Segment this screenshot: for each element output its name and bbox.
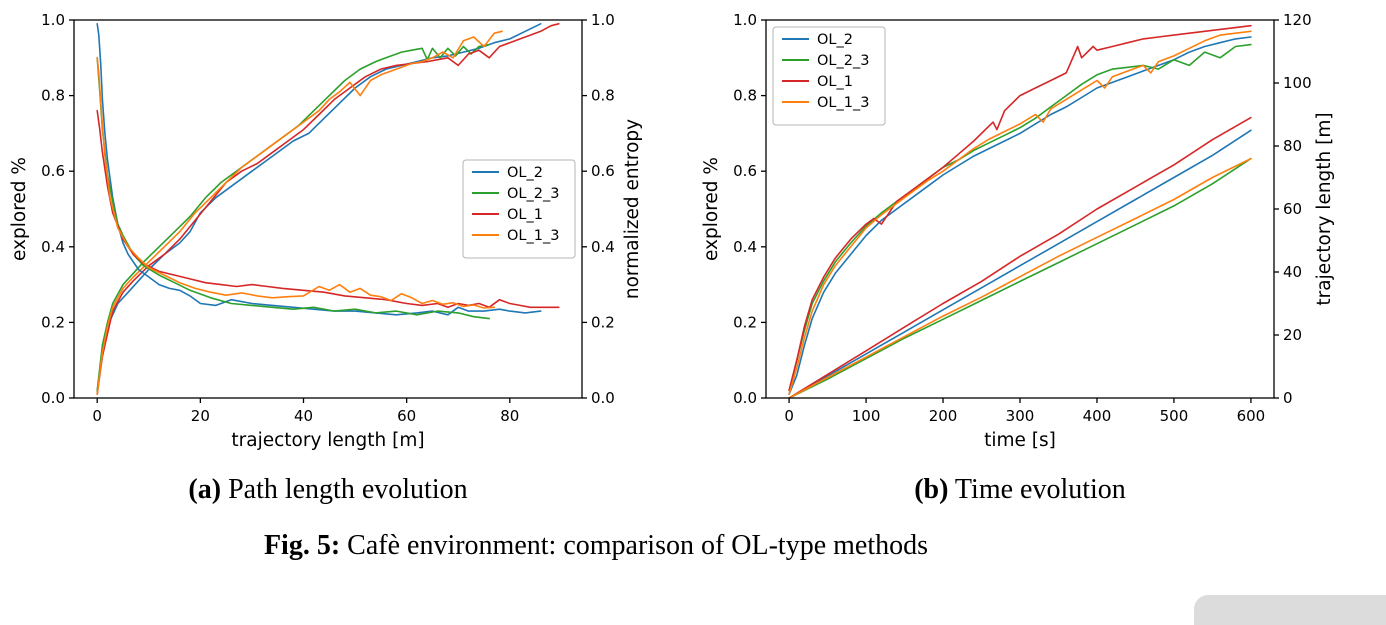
svg-text:60: 60 [397, 407, 416, 425]
svg-text:400: 400 [1083, 407, 1112, 425]
svg-text:OL_2_3: OL_2_3 [817, 53, 869, 69]
svg-text:200: 200 [929, 407, 958, 425]
svg-text:80: 80 [1283, 137, 1302, 155]
svg-text:0.0: 0.0 [41, 389, 65, 407]
svg-text:explored %: explored % [701, 157, 722, 261]
svg-text:0.4: 0.4 [733, 238, 757, 256]
svg-text:100: 100 [852, 407, 881, 425]
svg-text:trajectory length [m]: trajectory length [m] [1314, 112, 1335, 305]
svg-text:20: 20 [191, 407, 210, 425]
caption-b-label: (b) [914, 474, 949, 505]
svg-text:0.2: 0.2 [733, 313, 757, 331]
svg-text:OL_2_3: OL_2_3 [507, 186, 559, 202]
caption-a-text: Path length evolution [228, 474, 468, 505]
svg-text:1.0: 1.0 [733, 11, 757, 29]
chart-a-canvas: 0 20 40 60 80 0.0 0.2 0.4 0.6 0.8 1.0 0.0 0.2 0.4 0.6 0… [9, 11, 643, 451]
figure-caption-label: Fig. 5: [263, 530, 341, 561]
svg-text:time [s]: time [s] [984, 430, 1056, 451]
figure-caption-text: Cafè environment: comparison of OL-type … [347, 530, 929, 561]
svg-text:0.6: 0.6 [733, 162, 757, 180]
caption-b: (b) Time evolution [700, 474, 1340, 506]
chart-time-evolution: 0 100 200 300 400 500 600 0.0 0.2 0.4 0.6 0.8 1.0 0 20… [700, 6, 1340, 462]
charts-row: 0 20 40 60 80 0.0 0.2 0.4 0.6 0.8 1.0 0.0 0.2 0.4 0.6 0… [8, 6, 1340, 462]
figure-caption: Fig. 5: Cafè environment: comparison of … [8, 530, 1184, 562]
svg-text:trajectory length [m]: trajectory length [m] [231, 430, 424, 451]
svg-text:1.0: 1.0 [591, 11, 615, 29]
svg-text:OL_2: OL_2 [507, 165, 543, 181]
svg-text:80: 80 [500, 407, 519, 425]
subcaptions-row: (a) Path length evolution (b) Time evolu… [0, 474, 1386, 506]
svg-text:300: 300 [1006, 407, 1035, 425]
svg-text:20: 20 [1283, 326, 1302, 344]
svg-text:0.4: 0.4 [591, 238, 615, 256]
svg-text:100: 100 [1283, 74, 1312, 92]
caption-a-label: (a) [188, 474, 222, 505]
svg-text:0: 0 [1283, 389, 1293, 407]
svg-text:OL_1_3: OL_1_3 [817, 95, 869, 111]
svg-text:40: 40 [294, 407, 313, 425]
svg-text:600: 600 [1237, 407, 1266, 425]
caption-a: (a) Path length evolution [8, 474, 648, 506]
svg-text:0.0: 0.0 [591, 389, 615, 407]
figure-page: 0 20 40 60 80 0.0 0.2 0.4 0.6 0.8 1.0 0.0 0.2 0.4 0.6 0… [0, 6, 1386, 625]
chart-b-canvas: 0 100 200 300 400 500 600 0.0 0.2 0.4 0.6 0.8 1.0 0 20… [701, 11, 1335, 451]
svg-text:0: 0 [784, 407, 794, 425]
svg-text:60: 60 [1283, 200, 1302, 218]
svg-text:0.0: 0.0 [733, 389, 757, 407]
svg-text:0.8: 0.8 [733, 87, 757, 105]
svg-text:500: 500 [1160, 407, 1189, 425]
svg-text:explored %: explored % [9, 157, 30, 261]
caption-b-text: Time evolution [954, 474, 1126, 505]
svg-text:OL_2: OL_2 [817, 32, 853, 48]
svg-text:0.4: 0.4 [41, 238, 65, 256]
svg-text:OL_1_3: OL_1_3 [507, 228, 559, 244]
svg-text:1.0: 1.0 [41, 11, 65, 29]
svg-text:0.2: 0.2 [41, 313, 65, 331]
svg-text:120: 120 [1283, 11, 1312, 29]
chart-path-length-evolution: 0 20 40 60 80 0.0 0.2 0.4 0.6 0.8 1.0 0.0 0.2 0.4 0.6 0… [8, 6, 648, 462]
svg-text:0.8: 0.8 [41, 87, 65, 105]
svg-text:0.6: 0.6 [41, 162, 65, 180]
svg-text:OL_1: OL_1 [817, 74, 853, 90]
svg-text:0.8: 0.8 [591, 87, 615, 105]
svg-text:0.2: 0.2 [591, 313, 615, 331]
page-corner-artifact [1194, 595, 1386, 625]
svg-text:normalized entropy: normalized entropy [622, 119, 643, 299]
svg-text:0: 0 [92, 407, 102, 425]
svg-text:0.6: 0.6 [591, 162, 615, 180]
svg-text:OL_1: OL_1 [507, 207, 543, 223]
svg-text:40: 40 [1283, 263, 1302, 281]
